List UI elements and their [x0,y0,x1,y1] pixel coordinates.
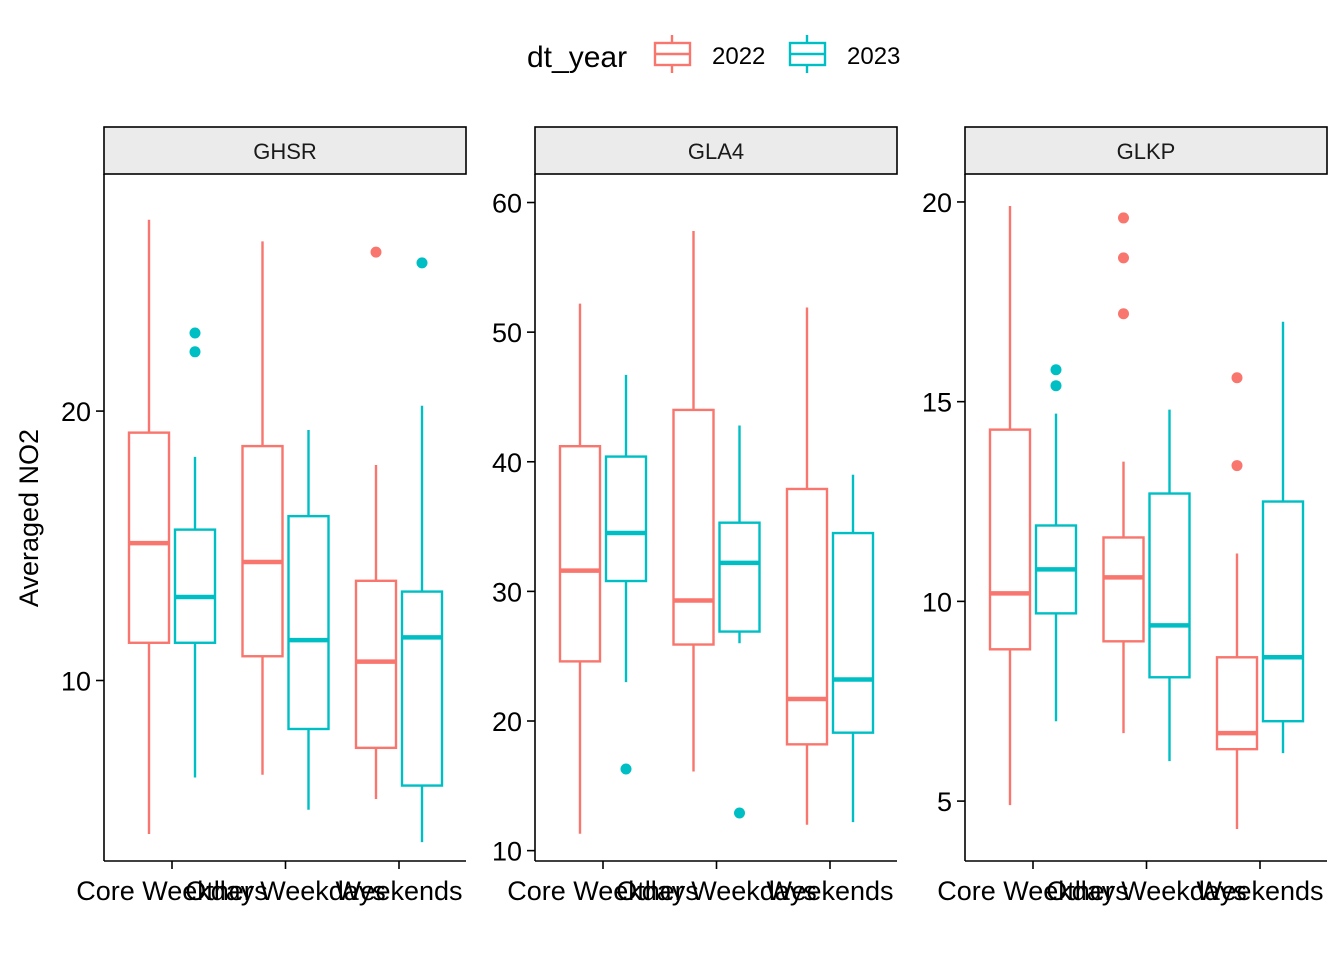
x-tick-label: Weekends [1196,876,1323,906]
facet-strip [534,126,898,175]
outlier-point [1118,212,1129,224]
legend-title: dt_year [527,41,627,74]
outlier-point [1118,308,1129,320]
x-tick-label: Core Weekdays [507,876,699,906]
iqr-box [1102,536,1145,643]
box-2022 [127,219,171,835]
box-2023 [1034,364,1078,722]
legend-key-2023 [788,35,827,73]
legend-label-2023: 2023 [847,43,900,70]
iqr-box [1261,500,1305,723]
iqr-box [831,531,875,734]
outlier-point [1050,364,1062,376]
outlier-point [620,763,632,775]
iqr-box [173,528,217,644]
x-tick-label: Core Weekdays [76,876,268,906]
y-axis-label: Averaged NO2 [14,429,44,607]
outlier-point [734,807,745,819]
iqr-box [241,444,284,658]
y-tick-label: 60 [492,189,522,219]
outlier-point [370,246,382,258]
box-2023 [1261,321,1305,754]
box-2023 [1148,409,1191,762]
x-tick-label: Core Weekdays [937,876,1129,906]
x-tick-label: Weekends [766,876,893,906]
iqr-box [354,579,398,750]
iqr-box [785,487,829,746]
box-2023 [287,429,330,810]
x-tick-label: Weekends [335,876,462,906]
outlier-point [416,257,428,269]
box-2022 [1215,372,1259,830]
y-tick-label: 10 [61,666,91,696]
facet-strip-label: GLA4 [688,139,744,164]
iqr-box [1148,492,1191,679]
iqr-box [672,408,715,646]
box-2022 [785,307,829,825]
facet-strip-label: GHSR [253,139,317,164]
y-tick-label: 20 [61,397,91,427]
iqr-box [400,590,444,787]
outlier-point [1050,380,1062,392]
outlier-point [1231,460,1243,472]
box-2022 [672,231,715,772]
legend-key-2022 [653,35,692,73]
box-2023 [400,257,444,843]
outlier-point [1231,372,1243,384]
box-2023 [831,474,875,823]
iqr-box [558,445,602,663]
outlier-point [1118,252,1129,264]
box-2022 [988,205,1032,806]
legend-label-2022: 2022 [712,43,765,70]
y-tick-label: 15 [922,388,952,418]
iqr-box [127,431,171,644]
iqr-box [718,521,761,633]
x-tick-label: Other Weekdays [616,876,817,906]
box-2022 [1102,212,1145,734]
iqr-box [604,455,648,583]
box-2022 [558,303,602,834]
box-2023 [718,425,761,819]
y-tick-label: 5 [937,787,952,817]
y-tick-label: 10 [492,837,522,867]
y-tick-label: 10 [922,587,952,617]
iqr-box [988,428,1032,651]
box-2023 [604,374,648,775]
outlier-point [189,346,201,358]
facet-strip [103,126,467,175]
outlier-point [189,327,201,339]
y-tick-label: 20 [922,188,952,218]
facet-strip-label: GLKP [1117,139,1176,164]
box-2023 [173,327,217,778]
iqr-box [287,514,330,731]
y-tick-label: 30 [492,577,522,607]
x-tick-label: Other Weekdays [185,876,386,906]
legend: dt_year 2022 2023 [527,35,900,74]
y-tick-label: 20 [492,707,522,737]
facet-strip [964,126,1328,175]
x-tick-label: Other Weekdays [1046,876,1247,906]
box-2022 [241,241,284,775]
y-tick-label: 40 [492,448,522,478]
y-tick-label: 50 [492,318,522,348]
box-2022 [354,246,398,800]
